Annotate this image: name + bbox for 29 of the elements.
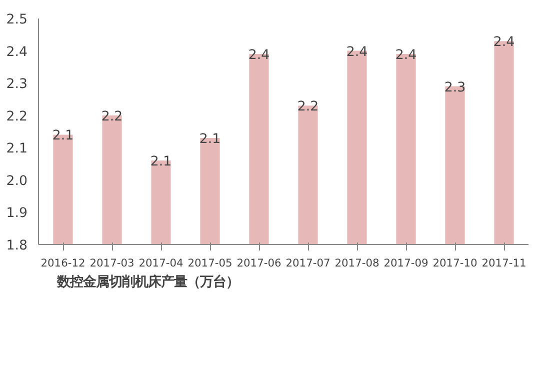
data-label: 2.1 bbox=[52, 128, 74, 144]
x-tick-label: 2017-05 bbox=[188, 256, 232, 270]
data-label: 2.4 bbox=[248, 48, 270, 64]
data-label: 2.1 bbox=[150, 154, 172, 170]
y-tick-label: 2.4 bbox=[6, 44, 28, 60]
y-tick-label: 1.9 bbox=[6, 206, 28, 222]
data-label: 2.3 bbox=[444, 80, 466, 96]
data-label: 2.1 bbox=[199, 132, 221, 147]
data-label: 2.4 bbox=[346, 44, 368, 60]
data-label: 2.2 bbox=[297, 100, 319, 115]
text: 数控金属切削机床产量（万台） bbox=[57, 273, 239, 291]
x-tick-label: 2017-11 bbox=[482, 256, 526, 270]
y-tick-label: 2.1 bbox=[6, 142, 28, 157]
x-tick-label: 2016-12 bbox=[40, 256, 86, 270]
x-tick-label: 2017-09 bbox=[384, 256, 428, 270]
x-tick-label: 2017-06 bbox=[236, 256, 282, 270]
data-label: 2.4 bbox=[493, 35, 515, 50]
y-tick-label: 2.2 bbox=[6, 109, 28, 124]
text: 1.8 bbox=[6, 238, 28, 254]
data-label: 2.4 bbox=[395, 48, 417, 64]
x-tick-label: 2017-07 bbox=[286, 256, 330, 270]
y-tick-label: 2.5 bbox=[6, 12, 28, 28]
x-tick-label: 2017-04 bbox=[138, 256, 184, 270]
x-tick-label: 2017-10 bbox=[432, 256, 478, 270]
data-label: 2.2 bbox=[101, 109, 123, 124]
x-tick-label: 2017-03 bbox=[90, 256, 134, 270]
x-tick-label: 2017-08 bbox=[334, 256, 380, 270]
y-tick-label: 2.3 bbox=[6, 77, 28, 92]
text: 2.0 bbox=[6, 174, 28, 189]
